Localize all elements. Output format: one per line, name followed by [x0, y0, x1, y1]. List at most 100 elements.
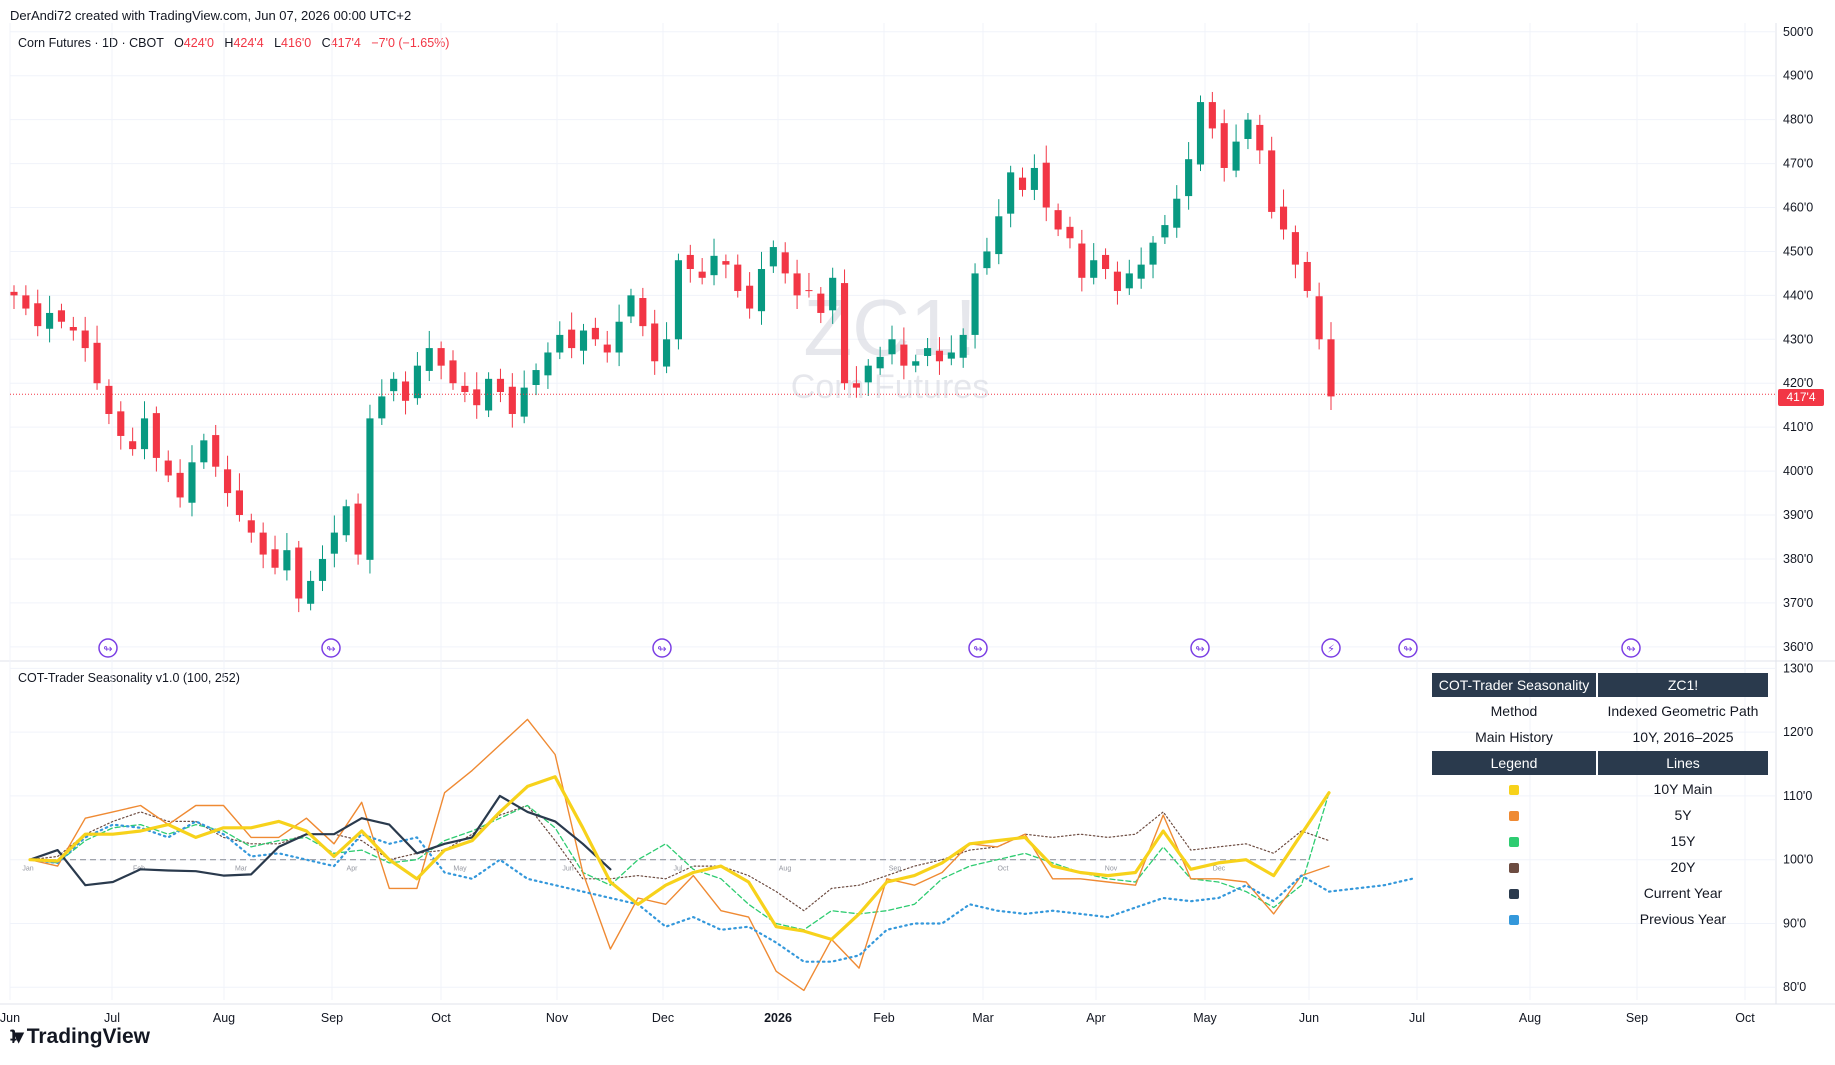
- time-tick-label: Jun: [1299, 1011, 1319, 1025]
- candle-body: [425, 348, 433, 371]
- legend-swatch-previous: [1509, 915, 1519, 926]
- history-value: 10Y, 2016–2025: [1632, 729, 1734, 745]
- series-line-20y: [29, 804, 1330, 912]
- candle-body: [663, 339, 671, 367]
- price-tick-label: 470'0: [1783, 157, 1813, 171]
- candle-body: [686, 254, 694, 270]
- candle-body: [603, 344, 611, 353]
- high-value: 424'4: [233, 36, 264, 50]
- candle-body: [1007, 172, 1015, 214]
- event-marker-glyph: ↬: [973, 643, 982, 656]
- candle-body: [1256, 124, 1264, 151]
- candle-body: [1149, 242, 1157, 265]
- candle-body: [876, 356, 884, 369]
- candle-body: [473, 389, 481, 406]
- candle-body: [1030, 167, 1038, 190]
- event-marker-icon: [1321, 638, 1341, 658]
- candle-body: [200, 440, 208, 463]
- inner-month-label: Nov: [1105, 866, 1118, 873]
- candle-body: [1113, 271, 1121, 291]
- candle-body: [93, 342, 101, 384]
- close-value: 417'4: [330, 36, 361, 50]
- candle-body: [129, 441, 137, 450]
- candle-body: [710, 255, 718, 276]
- price-tick-label: 440'0: [1783, 288, 1813, 302]
- time-tick-label: May: [1193, 1011, 1217, 1025]
- candle-body: [1102, 254, 1110, 270]
- candle-body: [1327, 339, 1335, 397]
- candle-body: [864, 365, 872, 383]
- time-tick-label: Jul: [1409, 1011, 1425, 1025]
- price-tick-label: 360'0: [1783, 640, 1813, 654]
- time-tick-label: Aug: [213, 1011, 235, 1025]
- price-tick-label: 490'0: [1783, 69, 1813, 83]
- inner-month-label: Sep: [889, 866, 902, 873]
- legend-label-previous: Previous Year: [1639, 911, 1727, 927]
- legend-label-15y: 15Y: [1670, 833, 1696, 849]
- tradingview-logo[interactable]: ʇ▾ TradingView: [10, 1024, 150, 1049]
- indicator-legend[interactable]: COT-Trader Seasonality v1.0 (100, 252): [18, 671, 240, 685]
- indicator-tick-label: 80'0: [1783, 980, 1806, 994]
- legend-swatch-20y: [1509, 863, 1519, 874]
- symbol-label[interactable]: Corn Futures · 1D · CBOT: [18, 36, 164, 50]
- candle-body: [1279, 206, 1288, 230]
- price-tick-label: 420'0: [1783, 376, 1813, 390]
- event-marker-icon: [98, 638, 118, 658]
- candle-body: [935, 350, 944, 362]
- candle-body: [22, 295, 30, 309]
- candle-body: [840, 283, 849, 384]
- candle-body: [1018, 177, 1027, 190]
- candle-body: [912, 361, 920, 366]
- candle-body: [627, 295, 635, 317]
- legend-row: 10Y Main: [1432, 777, 1768, 801]
- candle-body: [924, 348, 932, 356]
- candle-body: [769, 247, 777, 267]
- series-line-5y: [29, 718, 1330, 992]
- candle-body: [639, 298, 647, 327]
- time-tick-label: Jun: [0, 1011, 20, 1025]
- candle-body: [34, 303, 42, 327]
- candle-body: [1196, 102, 1205, 165]
- candle-body: [366, 418, 374, 560]
- candle-body: [615, 321, 623, 353]
- candle-body: [140, 418, 149, 450]
- legend-label-10y: 10Y Main: [1653, 781, 1713, 797]
- candle-body: [212, 435, 220, 467]
- candle-body: [413, 365, 421, 399]
- candle-body: [829, 277, 837, 311]
- legend-swatch-15y: [1509, 837, 1519, 848]
- last-price-tag: 417'4: [1778, 389, 1824, 406]
- candle-body: [1125, 273, 1133, 289]
- event-marker-icon: [652, 638, 672, 658]
- legend-label-current: Current Year: [1643, 885, 1723, 901]
- time-tick-label: Dec: [652, 1011, 674, 1025]
- time-tick-label: Jul: [104, 1011, 120, 1025]
- candle-body: [188, 462, 196, 503]
- candle-body: [57, 310, 66, 322]
- lines-header: Lines: [1598, 751, 1768, 775]
- time-tick-label: Oct: [431, 1011, 451, 1025]
- candle-body: [568, 329, 576, 349]
- event-marker-glyph: ↬: [1195, 643, 1204, 656]
- candle-body: [781, 252, 789, 274]
- indicator-tick-label: 110'0: [1783, 789, 1812, 803]
- candle-body: [532, 370, 540, 385]
- candle-body: [1315, 296, 1323, 340]
- method-value: Indexed Geometric Path: [1607, 703, 1759, 719]
- watermark-name: Corn Futures: [791, 368, 989, 406]
- candle-body: [959, 334, 967, 358]
- price-tick-label: 400'0: [1783, 464, 1813, 478]
- price-tick-label: 370'0: [1783, 596, 1813, 610]
- open-value: 424'0: [183, 36, 214, 50]
- candle-body: [1137, 264, 1145, 279]
- candle-body: [1185, 159, 1193, 197]
- candle-body: [947, 352, 955, 359]
- time-tick-label: Sep: [321, 1011, 343, 1025]
- candle-body: [579, 330, 588, 351]
- candle-body: [651, 323, 659, 362]
- candle-body: [105, 385, 113, 414]
- candle-body: [283, 550, 291, 571]
- price-tick-label: 480'0: [1783, 113, 1813, 127]
- candle-body: [224, 469, 232, 494]
